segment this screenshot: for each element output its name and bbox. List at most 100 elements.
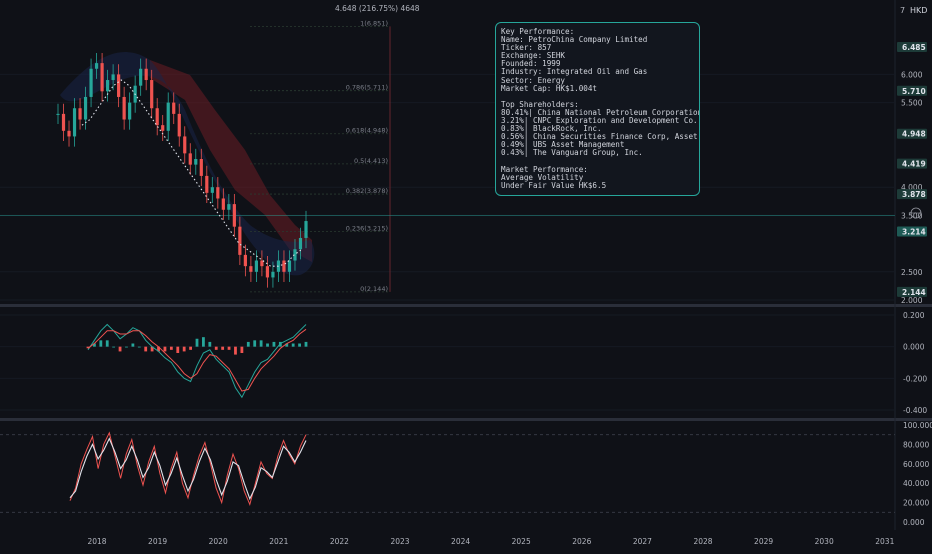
- time-axis-label: 2030: [815, 537, 834, 546]
- macd-panel[interactable]: 0.200 0.000 -0.200 -0.400: [0, 311, 927, 415]
- candle[interactable]: [243, 254, 247, 267]
- candle[interactable]: [304, 221, 308, 238]
- price-badge-bg: [897, 42, 927, 53]
- macd-histogram-bar: [240, 346, 244, 353]
- candle[interactable]: [238, 226, 242, 255]
- candle[interactable]: [265, 266, 270, 278]
- candle[interactable]: [155, 108, 159, 126]
- candle[interactable]: [249, 266, 253, 272]
- candle[interactable]: [122, 96, 126, 120]
- candle[interactable]: [150, 80, 154, 109]
- crosshair-readout: 4.648 (216.75%) 4648: [335, 4, 420, 13]
- time-axis-label: 2024: [451, 537, 470, 546]
- fib-level-label: 1(6.851): [360, 19, 388, 27]
- candle[interactable]: [232, 204, 236, 227]
- candle[interactable]: [67, 130, 71, 137]
- macd-histogram-bar: [176, 346, 180, 353]
- oscillator-panel[interactable]: 100.000 80.000 60.000 40.000 20.000 0.000: [0, 421, 932, 527]
- candle[interactable]: [89, 68, 93, 97]
- candle[interactable]: [188, 153, 192, 165]
- macd-histogram-bar: [272, 341, 276, 347]
- macd-histogram-bar: [112, 346, 116, 348]
- candle[interactable]: [254, 260, 258, 272]
- candle[interactable]: [78, 108, 82, 120]
- price-badge: 4.419: [897, 158, 927, 169]
- candle[interactable]: [227, 204, 231, 210]
- candle[interactable]: [83, 96, 88, 120]
- candle[interactable]: [199, 159, 203, 176]
- candle[interactable]: [106, 80, 110, 92]
- price-badge-label: 3.214: [902, 228, 926, 237]
- top-axis-value: 7: [900, 6, 905, 15]
- time-axis-label: 2026: [572, 537, 591, 546]
- moving-average-line: [81, 79, 303, 267]
- candle[interactable]: [298, 237, 303, 250]
- candle[interactable]: [172, 102, 176, 114]
- macd-histogram-bar: [214, 346, 218, 350]
- y-tick-label: 4.000: [901, 183, 923, 192]
- candle[interactable]: [117, 74, 121, 97]
- candle[interactable]: [177, 113, 181, 137]
- candle[interactable]: [282, 260, 286, 272]
- info-line: Exchange: SEHK: [501, 51, 566, 61]
- candle[interactable]: [293, 249, 297, 261]
- info-line: 0.49%| UBS Asset Management: [501, 140, 625, 150]
- candle[interactable]: [56, 113, 60, 115]
- info-line: Sector: Energy: [501, 75, 566, 85]
- candle[interactable]: [94, 63, 99, 69]
- candle[interactable]: [61, 113, 66, 131]
- y-tick-label: 2.500: [901, 268, 923, 277]
- time-axis[interactable]: 2018 2019 2020 2021 2022 2023 2024 2025 2026 2027…: [87, 537, 894, 546]
- panel-separator[interactable]: [0, 418, 932, 421]
- candle[interactable]: [287, 260, 292, 272]
- info-line: Top Shareholders:: [501, 99, 579, 109]
- candle[interactable]: [271, 271, 275, 278]
- price-badge: 3.214: [897, 226, 927, 237]
- bollinger-band: [60, 52, 315, 276]
- macd-histogram-bar: [99, 340, 103, 347]
- candle[interactable]: [194, 159, 198, 165]
- globe-icon[interactable]: [910, 207, 922, 219]
- macd-histogram-bar: [246, 341, 250, 347]
- candle[interactable]: [210, 187, 214, 193]
- candle[interactable]: [144, 68, 148, 81]
- macd-series-line: [87, 328, 307, 392]
- info-line: Market Performance:: [501, 164, 588, 174]
- y-tick-label: 5.500: [901, 99, 923, 108]
- candle[interactable]: [260, 260, 264, 267]
- fib-level-label: 0.618(4.948): [346, 127, 388, 135]
- candle[interactable]: [216, 187, 220, 199]
- candle[interactable]: [111, 74, 115, 81]
- macd-histogram-bar: [291, 343, 295, 347]
- candle[interactable]: [139, 68, 143, 86]
- y-tick-label: 0.200: [903, 311, 925, 320]
- price-badge-label: 3.878: [902, 190, 926, 199]
- macd-histogram-bar: [169, 346, 173, 350]
- macd-histogram-bar: [144, 346, 148, 352]
- fib-level-label: 0.236(3.215): [346, 224, 388, 232]
- time-axis-label: 2023: [390, 537, 409, 546]
- y-tick-label: 0.000: [903, 343, 925, 352]
- time-axis-label: 2021: [269, 537, 288, 546]
- info-line: 80.41%| China National Petroleum Corpora…: [501, 107, 700, 117]
- panel-separator[interactable]: [0, 304, 932, 307]
- candle[interactable]: [205, 175, 209, 193]
- candle[interactable]: [72, 108, 77, 137]
- price-badge: 4.948: [897, 128, 927, 139]
- candle[interactable]: [166, 102, 170, 131]
- candle[interactable]: [161, 125, 165, 131]
- candle[interactable]: [128, 102, 132, 120]
- price-panel[interactable]: 6.0005.5004.0003.5002.5002.0001(6.851)0.…: [0, 19, 927, 305]
- candle[interactable]: [183, 136, 187, 154]
- oscillator-series-line: [69, 437, 307, 501]
- candle[interactable]: [221, 198, 225, 210]
- info-line: Industry: Integrated Oil and Gas: [501, 67, 648, 77]
- info-line: 3.21%| CNPC Exploration and Development …: [501, 116, 699, 126]
- price-badge: 3.878: [897, 189, 927, 200]
- price-badge-bg: [897, 85, 927, 96]
- y-tick-label: 100.000: [903, 421, 932, 430]
- candle[interactable]: [100, 63, 104, 92]
- time-axis-label: 2028: [693, 537, 712, 546]
